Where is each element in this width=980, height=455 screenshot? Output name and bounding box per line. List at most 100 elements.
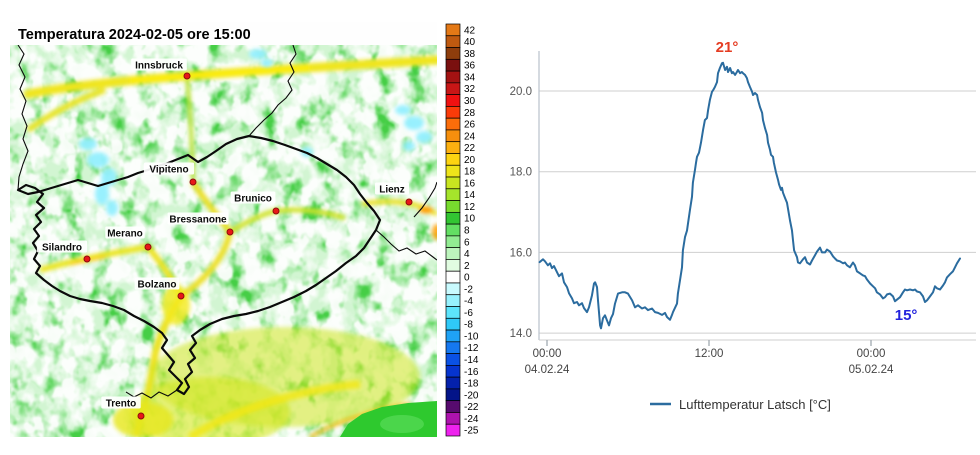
colorbar-cell bbox=[445, 176, 461, 190]
colorbar-label: 22 bbox=[464, 143, 476, 154]
colorbar-cell bbox=[445, 211, 461, 225]
colorbar-label: 12 bbox=[464, 202, 476, 213]
city-label-bg bbox=[36, 240, 88, 253]
x-tick-time: 00:00 bbox=[533, 348, 562, 360]
colorbar-label: -25 bbox=[464, 426, 479, 437]
colorbar-label: 26 bbox=[464, 120, 476, 131]
city-dot bbox=[405, 198, 413, 206]
colorbar-cell bbox=[445, 117, 461, 131]
colorbar-label: -2 bbox=[464, 284, 473, 295]
city-dot bbox=[83, 255, 91, 263]
colorbar-label: -18 bbox=[464, 379, 479, 390]
y-tick-label: 18.0 bbox=[510, 167, 532, 179]
temperature-colorbar: 424038363432302826242220181614121086420-… bbox=[445, 23, 479, 437]
city-dot bbox=[183, 72, 191, 80]
colorbar-label: 30 bbox=[464, 96, 476, 107]
colorbar-label: 0 bbox=[464, 273, 470, 284]
colorbar-cell bbox=[445, 82, 461, 95]
chart-legend: Lufttemperatur Latsch [°C] bbox=[650, 397, 831, 412]
x-tick-date: 04.02.24 bbox=[525, 364, 570, 376]
city-label-bg bbox=[143, 162, 195, 175]
colorbar-label: 18 bbox=[464, 167, 476, 178]
x-tick-date: 05.02.24 bbox=[849, 364, 894, 376]
city-label: Bressanone bbox=[169, 215, 227, 226]
colorbar-label: 6 bbox=[464, 237, 470, 248]
city-label-bg bbox=[134, 277, 180, 290]
colorbar-label: -10 bbox=[464, 331, 479, 342]
colorbar-cell bbox=[445, 412, 461, 425]
colorbar-label: 42 bbox=[464, 25, 476, 36]
colorbar-cell bbox=[445, 282, 461, 296]
city-label: Trento bbox=[106, 399, 137, 410]
colorbar-cell bbox=[445, 329, 461, 343]
temperature-line bbox=[538, 61, 961, 330]
temperature-map: Temperatura 2024-02-05 ore 15:00 4240383… bbox=[10, 22, 479, 437]
annotation-min: 15° bbox=[895, 307, 918, 324]
colorbar-label: -16 bbox=[464, 367, 479, 378]
map-title-strip bbox=[10, 22, 437, 45]
city-label: Vipiteno bbox=[149, 165, 188, 176]
city-label: Bolzano bbox=[138, 280, 177, 291]
colorbar-cell bbox=[445, 200, 461, 213]
colorbar-label: -12 bbox=[464, 343, 479, 354]
colorbar-label: 32 bbox=[464, 84, 476, 95]
colorbar-cell bbox=[445, 235, 461, 249]
region-border bbox=[16, 134, 382, 396]
colorbar-label: 28 bbox=[464, 108, 476, 119]
colorbar-cell bbox=[445, 106, 461, 119]
colorbar-cell bbox=[445, 294, 461, 307]
colorbar-label: 40 bbox=[464, 37, 476, 48]
colorbar-cell bbox=[445, 388, 461, 402]
map-title: Temperatura 2024-02-05 ore 15:00 bbox=[18, 27, 251, 43]
colorbar-cell bbox=[445, 270, 461, 284]
city-dot bbox=[189, 178, 197, 186]
colorbar-cell bbox=[445, 223, 461, 237]
colorbar-cell bbox=[445, 94, 461, 107]
colorbar-cell bbox=[445, 365, 461, 378]
colorbar-label: -20 bbox=[464, 390, 479, 401]
cold-zones bbox=[79, 49, 432, 216]
x-tick-time: 12:00 bbox=[695, 348, 724, 360]
city-label: Merano bbox=[107, 229, 143, 240]
city-label-bg bbox=[167, 212, 229, 225]
colorbar-label: 10 bbox=[464, 214, 476, 225]
colorbar-label: 36 bbox=[464, 61, 476, 72]
colorbar-label: -22 bbox=[464, 402, 479, 413]
city-markers: Innsbruck Vipiteno Brunico Lienz Bressanone M… bbox=[36, 58, 413, 420]
x-tick-time: 00:00 bbox=[857, 348, 886, 360]
colorbar-label: 16 bbox=[464, 178, 476, 189]
city-label: Silandro bbox=[42, 243, 82, 254]
colorbar-cell bbox=[445, 35, 461, 48]
colorbar-label: -24 bbox=[464, 414, 479, 425]
colorbar-label: 34 bbox=[464, 72, 476, 83]
colorbar-label: 20 bbox=[464, 155, 476, 166]
colorbar-cell bbox=[445, 141, 461, 154]
city-label-bg bbox=[131, 58, 187, 71]
y-tick-label: 14.0 bbox=[510, 328, 532, 340]
colorbar-label: 4 bbox=[464, 249, 470, 260]
colorbar-cell bbox=[445, 317, 461, 331]
temperature-map-panel: Temperatura 2024-02-05 ore 15:00 42 40 38 3… bbox=[0, 0, 490, 450]
colorbar-cell bbox=[445, 353, 461, 366]
colorbar-label: -14 bbox=[464, 355, 479, 366]
colorbar-cell bbox=[445, 188, 461, 201]
colorbar-cell bbox=[445, 376, 461, 390]
city-label: Brunico bbox=[234, 194, 272, 205]
city-label: Innsbruck bbox=[135, 61, 183, 72]
colorbar-cell bbox=[445, 23, 461, 37]
terrain bbox=[10, 45, 437, 437]
colorbar-label: -4 bbox=[464, 296, 473, 307]
colorbar-cell bbox=[445, 306, 461, 319]
city-label-bg bbox=[105, 226, 145, 239]
colorbar-label: 14 bbox=[464, 190, 476, 201]
city-dot bbox=[144, 243, 152, 251]
city-label-bg bbox=[230, 191, 276, 204]
colorbar-cell bbox=[445, 247, 461, 260]
colorbar-cell bbox=[445, 259, 461, 272]
colorbar-cell bbox=[445, 153, 461, 166]
temperature-chart-panel: 20.0 18.0 16.0 14.0 00:00 04.02.24 12:00 00:00 0… bbox=[490, 0, 980, 450]
annotation-max: 21° bbox=[716, 39, 739, 56]
colorbar-cell bbox=[445, 129, 461, 143]
city-label: Lienz bbox=[379, 185, 405, 196]
